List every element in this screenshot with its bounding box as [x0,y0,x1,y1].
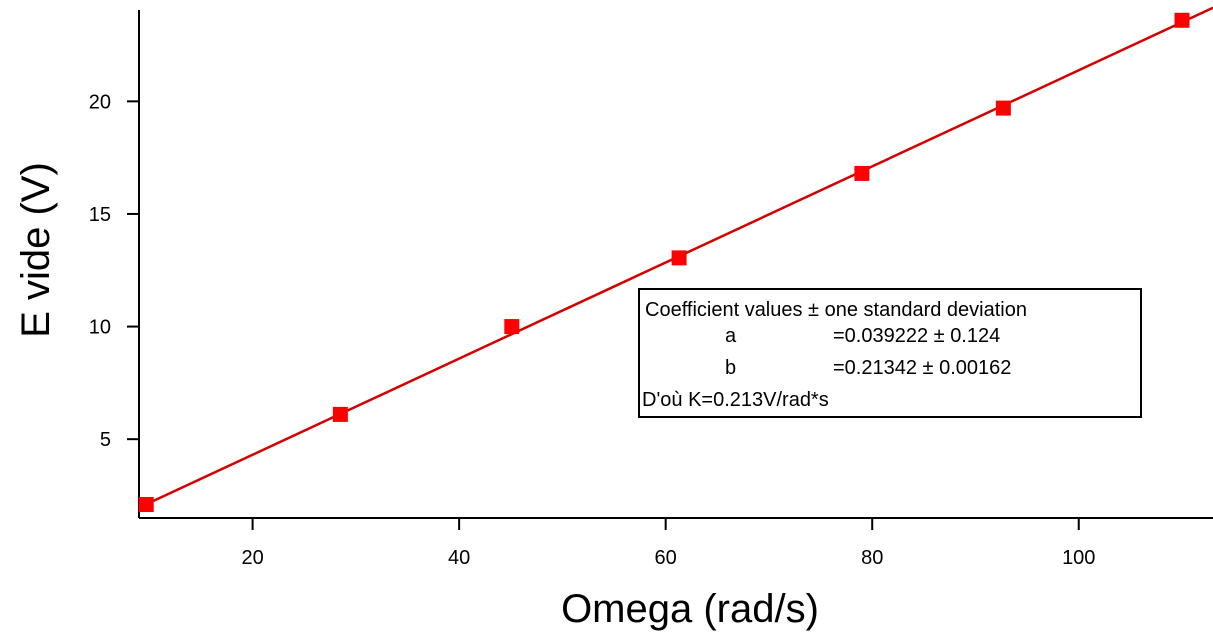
data-point [504,319,520,335]
coefficient-box-border [638,288,1142,418]
x-tick-label: 60 [655,547,677,569]
y-tick-label: 15 [89,204,111,226]
y-axis-title: E vide (V) [14,162,58,338]
data-point [995,100,1011,116]
x-tick-label: 80 [861,547,883,569]
data-point [1174,12,1190,28]
axes [138,10,1213,519]
data-point [138,496,154,512]
x-tick-label: 40 [448,547,470,569]
coefficient-box: Coefficient values ± one standard deviat… [638,288,1142,418]
y-ticks: 5 10 15 20 [89,91,139,451]
data-point [854,165,870,181]
y-tick-label: 10 [89,317,111,339]
coefficient-header: Coefficient values ± one standard deviat… [645,299,1027,321]
x-axis-title: Omega (rad/s) [561,587,819,631]
coefficient-b-value: =0.21342 ± 0.00162 [833,357,1011,379]
x-tick-label: 100 [1062,547,1095,569]
coefficient-footer: D'où K=0.213V/rad*s [642,389,829,411]
x-tick-label: 20 [241,547,263,569]
coefficient-a-value: =0.039222 ± 0.124 [833,325,1000,347]
data-point [332,406,348,422]
y-tick-label: 5 [100,429,111,451]
data-point [671,250,687,266]
coefficient-a-name: a [725,325,737,347]
y-tick-label: 20 [89,91,111,113]
data-points [138,12,1190,512]
x-ticks: 20 40 60 80 100 [241,518,1095,569]
coefficient-b-name: b [725,357,736,379]
